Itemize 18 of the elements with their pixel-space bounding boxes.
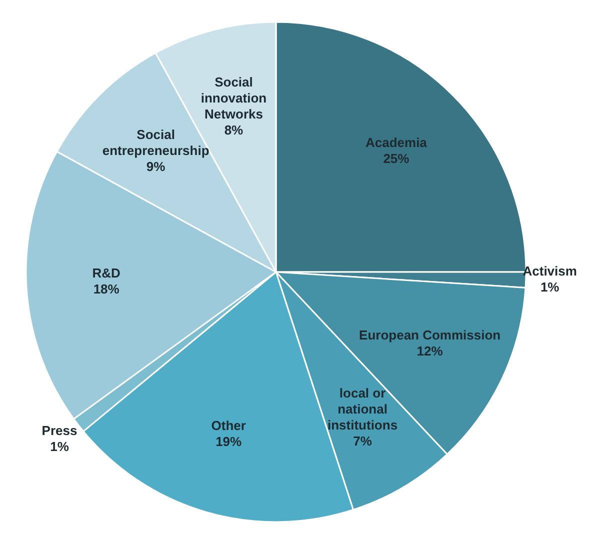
data-label: 8% (224, 122, 244, 138)
slice-label: Social entrepreneurship (102, 127, 210, 158)
data-label: 1% (540, 280, 560, 296)
data-label: 25% (383, 151, 410, 166)
data-label: 7% (353, 434, 372, 449)
slice-label: R&D (92, 266, 120, 282)
slice-label: Press (42, 423, 78, 438)
slice-label: local or national institutions (328, 386, 398, 433)
slice-label: Social innovation Networks (200, 74, 267, 122)
data-label: 19% (216, 434, 242, 450)
data-label: 18% (93, 282, 120, 298)
slice-label: Activism (522, 264, 577, 280)
slice-label: Other (211, 418, 246, 434)
data-label: 12% (416, 344, 444, 359)
data-label: 1% (50, 439, 70, 454)
slice-label: European Commission (359, 328, 501, 343)
data-label: 9% (146, 159, 166, 174)
slice-label: Academia (365, 135, 428, 150)
